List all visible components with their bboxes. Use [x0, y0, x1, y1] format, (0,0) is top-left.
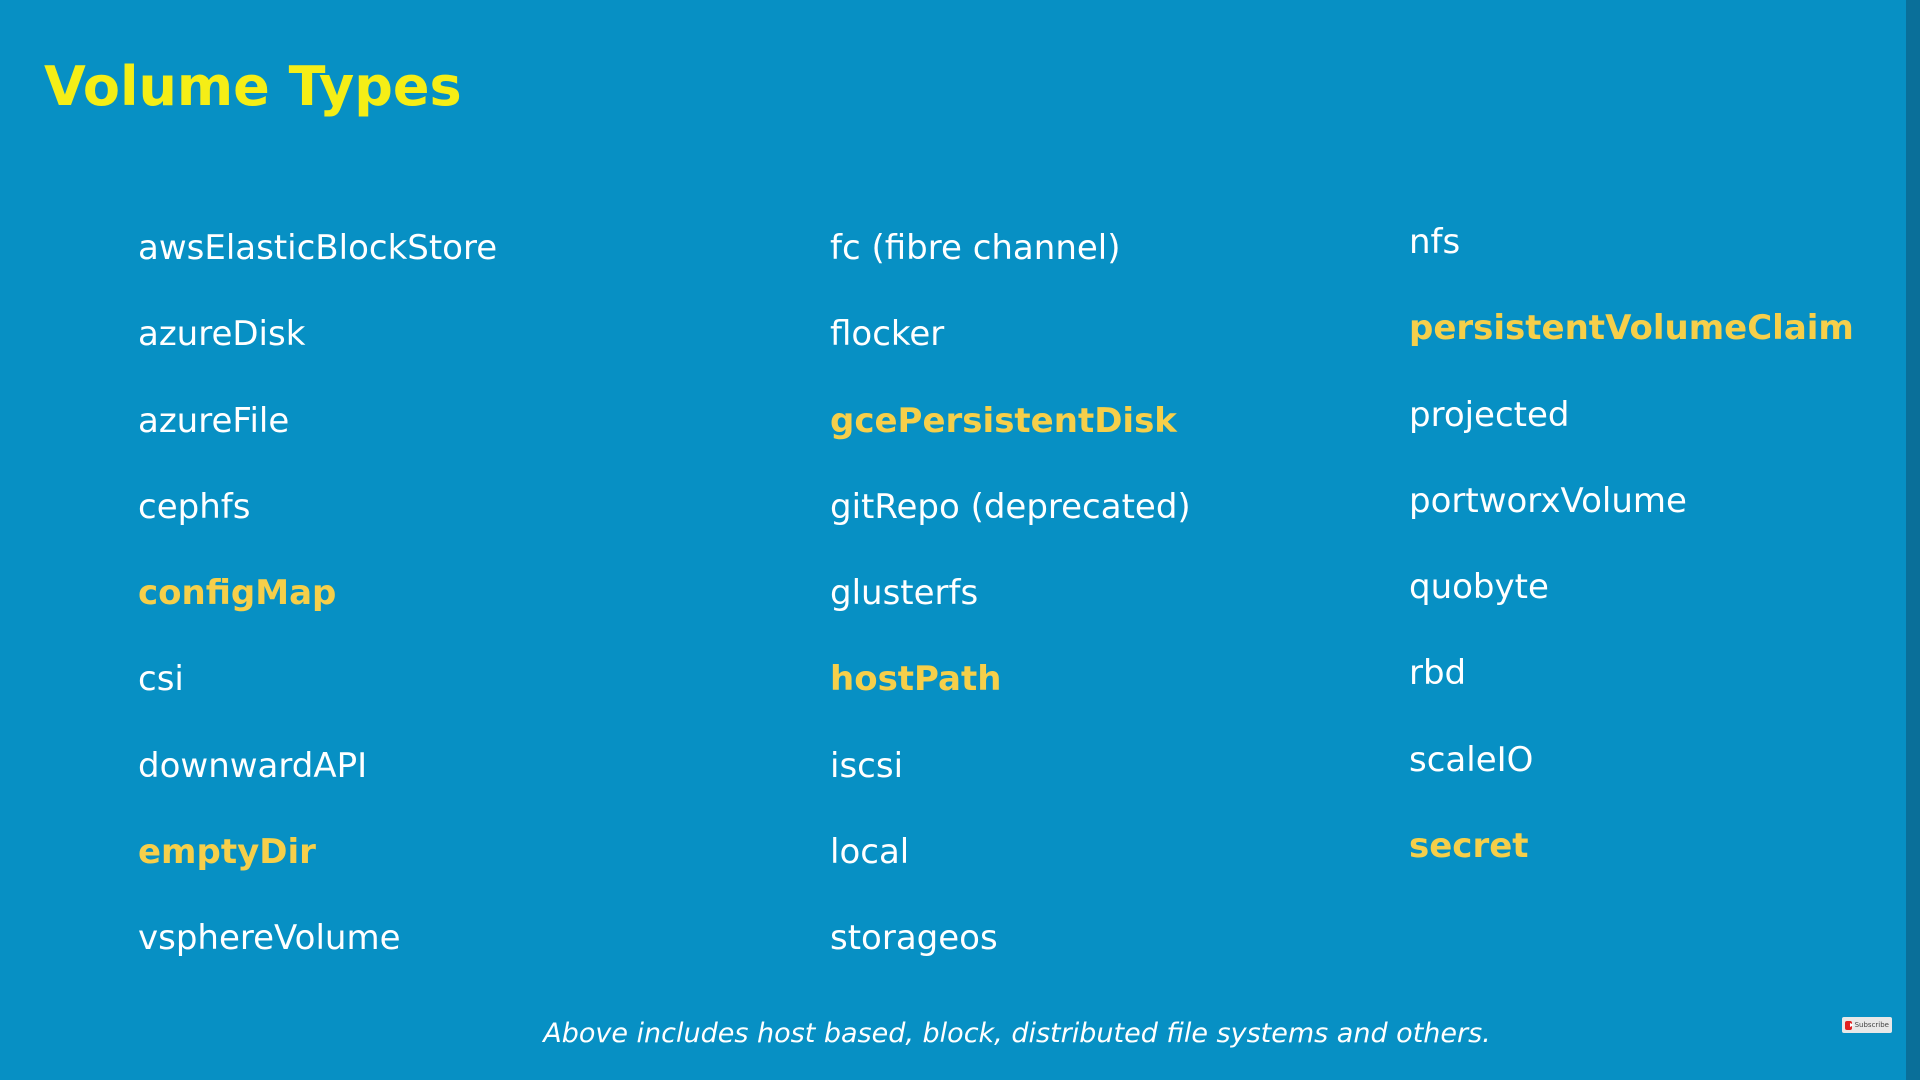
volume-type-item: gitRepo (deprecated) — [830, 486, 1191, 527]
youtube-icon — [1845, 1020, 1854, 1030]
volume-type-item: configMap — [138, 573, 337, 614]
volume-type-item: azureFile — [138, 400, 290, 441]
volume-type-item: projected — [1409, 394, 1570, 435]
volume-types-column-3: nfs persistentVolumeClaim projected portwor… — [1409, 222, 1854, 912]
volume-type-item: iscsi — [830, 745, 904, 786]
volume-type-item: vsphereVolume — [138, 918, 401, 959]
volume-type-item: cephfs — [138, 486, 251, 527]
footnote: Above includes host based, block, distri… — [543, 1018, 1491, 1049]
volume-types-column-2: fc (fibre channel) flocker gcePersistentDi… — [830, 228, 1191, 1005]
subscribe-label: Subscribe — [1854, 1021, 1889, 1029]
volume-type-item: glusterfs — [830, 573, 979, 614]
volume-type-item: hostPath — [830, 659, 1002, 700]
volume-type-item: csi — [138, 659, 184, 700]
volume-type-item: rbd — [1409, 653, 1467, 694]
volume-type-item: fc (fibre channel) — [830, 228, 1121, 268]
volume-type-item: secret — [1409, 826, 1529, 867]
volume-type-item: persistentVolumeClaim — [1409, 308, 1854, 349]
volume-type-item: quobyte — [1409, 567, 1549, 608]
volume-type-item: storageos — [830, 918, 998, 959]
volume-types-column-1: awsElasticBlockStore azureDisk azureFile ce… — [138, 228, 497, 1005]
subscribe-button[interactable]: Subscribe — [1842, 1017, 1892, 1033]
volume-type-item: azureDisk — [138, 314, 306, 355]
volume-type-item: awsElasticBlockStore — [138, 228, 498, 268]
volume-type-item: gcePersistentDisk — [830, 400, 1177, 441]
volume-type-item: local — [830, 832, 910, 873]
volume-type-item: downwardAPI — [138, 745, 368, 786]
volume-type-item: portworxVolume — [1409, 480, 1687, 521]
volume-type-item: flocker — [830, 314, 945, 355]
volume-type-item: nfs — [1409, 222, 1461, 262]
volume-type-item: emptyDir — [138, 832, 316, 873]
volume-type-item: scaleIO — [1409, 739, 1534, 780]
slide-title: Volume Types — [44, 55, 462, 118]
slide-edge — [1906, 0, 1920, 1080]
